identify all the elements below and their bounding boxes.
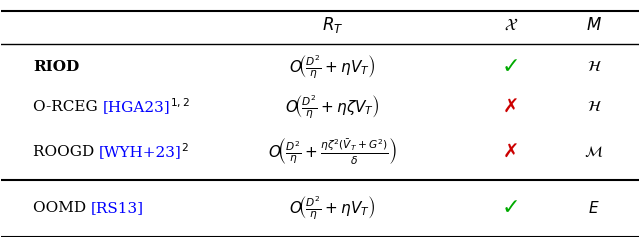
Text: [WYH+23]: [WYH+23] xyxy=(99,145,182,159)
Text: ✓: ✓ xyxy=(502,57,520,77)
Text: ROOGD: ROOGD xyxy=(33,145,99,159)
Text: $\mathcal{H}$: $\mathcal{H}$ xyxy=(587,100,602,114)
Text: $R_T$: $R_T$ xyxy=(322,15,344,35)
Text: $\mathcal{X}$: $\mathcal{X}$ xyxy=(504,16,518,34)
Text: $O\!\left(\frac{D^2}{\eta} + \eta V_T\right)$: $O\!\left(\frac{D^2}{\eta} + \eta V_T\ri… xyxy=(289,54,376,81)
Text: $O\!\left(\frac{D^2}{\eta} + \eta\zeta V_T\right)$: $O\!\left(\frac{D^2}{\eta} + \eta\zeta V… xyxy=(285,94,380,121)
Text: ✓: ✓ xyxy=(502,198,520,218)
Text: $O\!\left(\frac{D^2}{\eta} + \eta V_T\right)$: $O\!\left(\frac{D^2}{\eta} + \eta V_T\ri… xyxy=(289,195,376,222)
Text: $^{1,2}$: $^{1,2}$ xyxy=(170,100,190,114)
Text: $^{2}$: $^{2}$ xyxy=(182,145,189,159)
Text: O-RCEG: O-RCEG xyxy=(33,100,103,114)
Text: ✗: ✗ xyxy=(503,142,519,161)
Text: OOMD: OOMD xyxy=(33,201,92,215)
Text: [RS13]: [RS13] xyxy=(91,201,144,215)
Text: $O\!\left(\frac{D^2}{\eta} + \frac{\eta\zeta^2(\bar{V}_T + G^2)}{\delta}\right)$: $O\!\left(\frac{D^2}{\eta} + \frac{\eta\… xyxy=(268,137,397,167)
Text: ✗: ✗ xyxy=(503,98,519,117)
Text: $\mathcal{M}$: $\mathcal{M}$ xyxy=(584,144,604,159)
Text: $\mathcal{H}$: $\mathcal{H}$ xyxy=(587,60,602,74)
Text: $M$: $M$ xyxy=(586,16,602,34)
Text: RIOD: RIOD xyxy=(33,60,79,74)
Text: [HGA23]: [HGA23] xyxy=(102,100,170,114)
Text: $E$: $E$ xyxy=(588,200,600,216)
